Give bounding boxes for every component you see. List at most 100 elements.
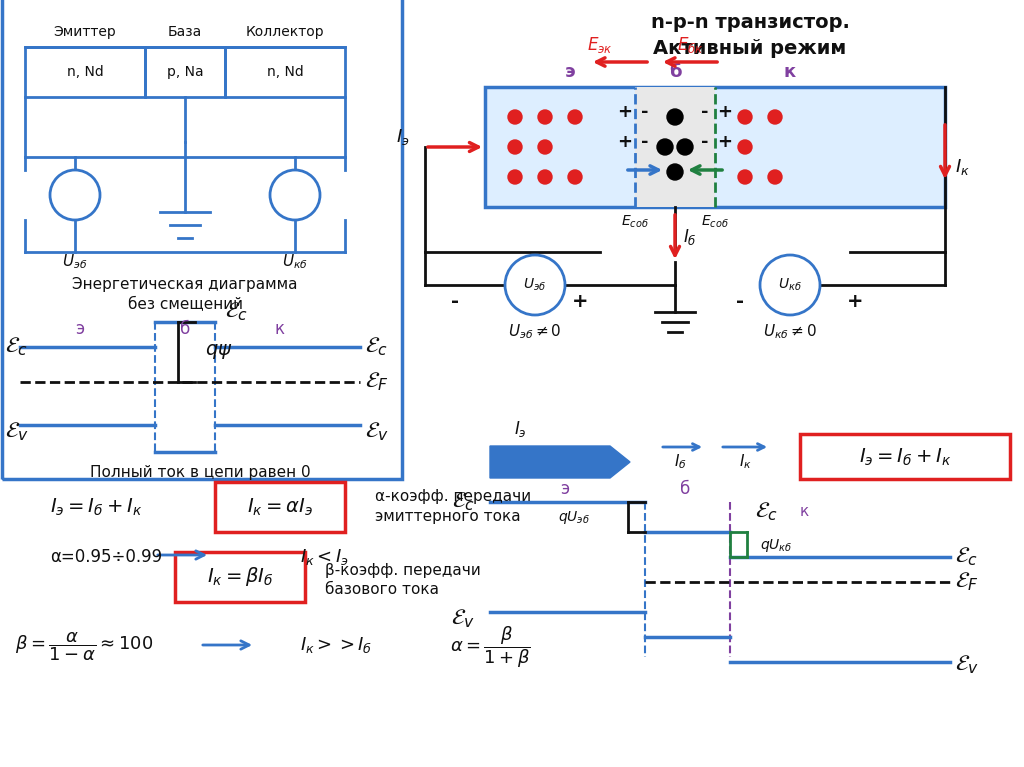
Bar xyxy=(800,434,1010,479)
Text: -: - xyxy=(701,133,709,151)
Circle shape xyxy=(50,170,100,220)
Text: -: - xyxy=(641,133,649,151)
Circle shape xyxy=(667,109,683,125)
Bar xyxy=(145,47,225,97)
Text: $I_э$: $I_э$ xyxy=(396,127,410,147)
Text: $E_{эк}$: $E_{эк}$ xyxy=(587,35,613,55)
Text: p, Na: p, Na xyxy=(167,65,204,79)
Text: $\alpha = \dfrac{\beta}{1+\beta}$: $\alpha = \dfrac{\beta}{1+\beta}$ xyxy=(450,624,531,670)
Text: $E_{бк}$: $E_{бк}$ xyxy=(677,35,703,55)
Circle shape xyxy=(568,170,582,184)
Text: n, Nd: n, Nd xyxy=(266,65,303,79)
Text: +: + xyxy=(617,133,633,151)
Text: $\mathcal{E}_c$: $\mathcal{E}_c$ xyxy=(955,545,978,568)
Text: э: э xyxy=(564,63,575,81)
Text: Эмиттер: Эмиттер xyxy=(53,25,117,39)
FancyArrow shape xyxy=(490,446,630,478)
Text: $U_{кб}$: $U_{кб}$ xyxy=(282,252,308,272)
Text: $U_{кб}{\neq}0$: $U_{кб}{\neq}0$ xyxy=(763,323,817,341)
Text: $\mathcal{E}_c$: $\mathcal{E}_c$ xyxy=(453,491,475,513)
Circle shape xyxy=(657,139,673,155)
Text: $\mathcal{E}_c$: $\mathcal{E}_c$ xyxy=(225,301,248,324)
Text: $\mathcal{E}_v$: $\mathcal{E}_v$ xyxy=(365,421,389,443)
Text: $U_{эб}$: $U_{эб}$ xyxy=(62,252,88,272)
Text: $\mathcal{E}_v$: $\mathcal{E}_v$ xyxy=(955,653,979,676)
Bar xyxy=(215,482,345,532)
Text: $\mathcal{E}_F$: $\mathcal{E}_F$ xyxy=(365,370,388,393)
Circle shape xyxy=(738,110,752,124)
Text: -: - xyxy=(701,103,709,121)
Text: к: к xyxy=(784,63,796,81)
Text: Коллектор: Коллектор xyxy=(246,25,325,39)
Text: к: к xyxy=(800,505,809,519)
Text: Энергетическая диаграмма: Энергетическая диаграмма xyxy=(73,278,298,292)
Text: +: + xyxy=(571,292,588,311)
Bar xyxy=(175,552,305,602)
Text: $\mathcal{E}_F$: $\mathcal{E}_F$ xyxy=(955,571,979,594)
Text: $\mathcal{E}_v$: $\mathcal{E}_v$ xyxy=(5,421,29,443)
Circle shape xyxy=(505,255,565,315)
Text: Активный режим: Активный режим xyxy=(653,39,847,58)
Text: +: + xyxy=(617,103,633,121)
Text: к: к xyxy=(275,320,285,338)
Bar xyxy=(635,87,715,207)
Text: э: э xyxy=(76,320,85,338)
Text: $I_к$: $I_к$ xyxy=(954,157,970,177)
Text: $I_б$: $I_б$ xyxy=(683,227,697,247)
Text: n-p-n транзистор.: n-p-n транзистор. xyxy=(650,12,850,31)
Circle shape xyxy=(667,164,683,180)
Text: $I_б$: $I_б$ xyxy=(674,453,686,472)
Text: без смещений: без смещений xyxy=(128,298,243,312)
Text: базового тока: базового тока xyxy=(325,582,439,597)
Text: э: э xyxy=(560,480,569,498)
Text: $I_к$: $I_к$ xyxy=(738,453,752,472)
Text: $I_к = \alpha I_э$: $I_к = \alpha I_э$ xyxy=(247,496,313,518)
Text: $I_к < I_э$: $I_к < I_э$ xyxy=(300,547,349,567)
Bar xyxy=(485,87,945,207)
Circle shape xyxy=(538,110,552,124)
Text: $U_{эб}{\neq}0$: $U_{эб}{\neq}0$ xyxy=(508,323,562,341)
Text: n, Nd: n, Nd xyxy=(67,65,103,79)
Text: +: + xyxy=(847,292,863,311)
Circle shape xyxy=(508,110,522,124)
Text: -: - xyxy=(641,103,649,121)
Text: База: База xyxy=(168,25,202,39)
Text: $qU_{кб}$: $qU_{кб}$ xyxy=(760,536,793,554)
Text: -: - xyxy=(451,292,459,311)
Circle shape xyxy=(768,110,782,124)
Text: б: б xyxy=(680,480,690,498)
Circle shape xyxy=(738,170,752,184)
Text: +: + xyxy=(718,103,732,121)
Circle shape xyxy=(760,255,820,315)
Text: $\mathcal{E}_v$: $\mathcal{E}_v$ xyxy=(452,607,475,630)
Text: б: б xyxy=(669,63,681,81)
Text: $E_{соб}$: $E_{соб}$ xyxy=(622,214,649,230)
Text: Полный ток в цепи равен 0: Полный ток в цепи равен 0 xyxy=(90,465,310,479)
Text: $U_{эб}$: $U_{эб}$ xyxy=(523,277,547,293)
Circle shape xyxy=(768,170,782,184)
Circle shape xyxy=(568,110,582,124)
Text: $q\psi$: $q\psi$ xyxy=(205,343,232,361)
Text: β-коэфф. передачи: β-коэфф. передачи xyxy=(325,562,480,578)
Text: эмиттерного тока: эмиттерного тока xyxy=(375,509,520,525)
Text: $U_{кб}$: $U_{кб}$ xyxy=(778,277,802,293)
Circle shape xyxy=(538,170,552,184)
Text: α-коэфф. передачи: α-коэфф. передачи xyxy=(375,489,531,505)
Text: $I_к = \beta I_б$: $I_к = \beta I_б$ xyxy=(207,565,273,588)
Text: б: б xyxy=(180,320,190,338)
Circle shape xyxy=(508,170,522,184)
Text: -: - xyxy=(736,292,744,311)
Circle shape xyxy=(270,170,319,220)
Text: $\mathcal{E}_c$: $\mathcal{E}_c$ xyxy=(365,336,388,358)
Bar xyxy=(25,47,145,97)
Bar xyxy=(225,47,345,97)
Text: $qU_{эб}$: $qU_{эб}$ xyxy=(558,509,590,525)
Text: $\mathcal{E}_c$: $\mathcal{E}_c$ xyxy=(755,501,778,523)
Bar xyxy=(2,0,402,479)
Text: +: + xyxy=(718,133,732,151)
Circle shape xyxy=(677,139,693,155)
Text: $I_к >> I_б$: $I_к >> I_б$ xyxy=(300,635,373,655)
Text: $I_э = I_б + I_к$: $I_э = I_б + I_к$ xyxy=(50,496,142,518)
Text: α=0.95÷0.99: α=0.95÷0.99 xyxy=(50,548,162,566)
Text: $E_{соб}$: $E_{соб}$ xyxy=(701,214,729,230)
